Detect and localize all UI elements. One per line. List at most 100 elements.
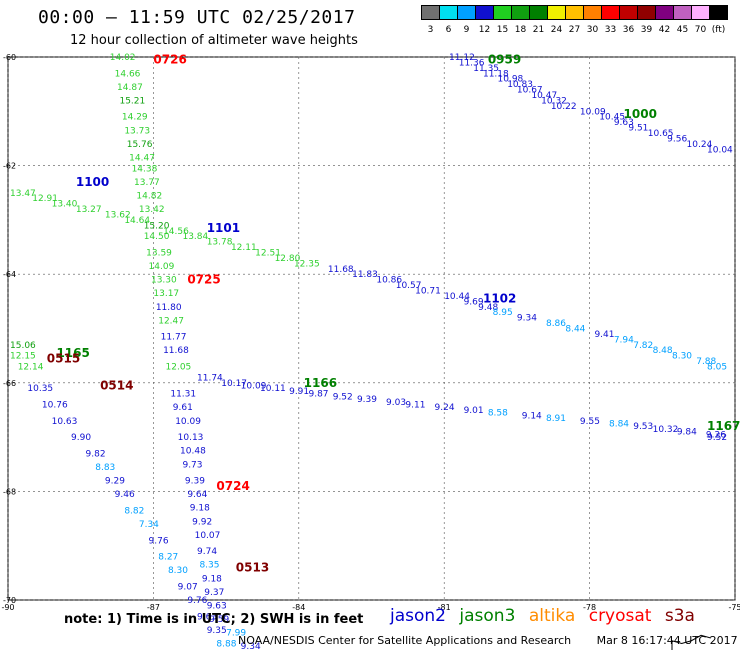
wave-height-value: 8.35 — [199, 561, 219, 571]
wave-height-value: 9.52 — [333, 392, 353, 402]
latitude-label: -70 — [3, 596, 16, 605]
wave-height-value: 10.76 — [42, 401, 68, 411]
colorbar-swatch — [673, 5, 692, 20]
colorbar-label: 12 — [479, 25, 490, 35]
wave-height-value: 10.45 — [599, 113, 625, 123]
track-time-label: 1101 — [207, 221, 240, 235]
wave-height-value: 9.18 — [190, 504, 210, 514]
units-note: note: 1) Time is in UTC; 2) SWH is in fe… — [64, 612, 364, 627]
wave-height-value: 9.76 — [149, 536, 169, 546]
wave-height-value: 14.29 — [122, 113, 148, 123]
wave-height-value: 9.53 — [633, 422, 653, 432]
track-time-label: 0959 — [488, 53, 521, 67]
legend-jason2: jason2 — [390, 606, 446, 626]
wave-height-value: 11.35 — [473, 64, 499, 74]
wave-height-value: 9.73 — [182, 460, 202, 470]
colorbar-swatch — [565, 5, 584, 20]
colorbar-label: 3 — [428, 25, 434, 35]
latitude-label: -60 — [3, 53, 16, 62]
wave-height-value: 9.35 — [207, 626, 227, 636]
colorbar-label: 42 — [659, 25, 670, 35]
wave-height-value: 11.36 — [459, 58, 485, 68]
wave-height-value: 9.01 — [464, 406, 484, 416]
colorbar-swatch — [619, 5, 638, 20]
wave-height-value: 9.14 — [522, 411, 542, 421]
wave-height-value: 10.63 — [52, 417, 78, 427]
wave-height-value: 9.29 — [105, 477, 125, 487]
colorbar-label: 36 — [623, 25, 635, 35]
wave-height-value: 9.74 — [197, 547, 217, 557]
wave-height-value: 9.56 — [667, 134, 687, 144]
wave-height-value: 15.76 — [127, 140, 153, 150]
wave-height-value: 14.50 — [144, 232, 170, 242]
wave-height-value: 14.38 — [132, 164, 158, 174]
wave-height-value: 9.48 — [478, 303, 498, 313]
track-time-label: 1000 — [624, 107, 657, 121]
wave-height-value: 9.24 — [435, 403, 455, 413]
legend-s3a: s3a — [664, 606, 695, 626]
wave-height-value: 8.30 — [168, 566, 188, 576]
colorbar-swatch — [547, 5, 566, 20]
wave-height-value: 14.82 — [136, 191, 162, 201]
legend-jason3: jason3 — [459, 606, 516, 626]
wave-height-value: 10.48 — [180, 447, 206, 457]
longitude-label: -75 — [728, 603, 740, 612]
colorbar-swatch — [583, 5, 602, 20]
wave-height-value: 12.51 — [255, 248, 281, 258]
wave-height-value: 9.90 — [71, 433, 91, 443]
wave-height-value: 9.46 — [115, 490, 135, 500]
wave-height-value: 10.04 — [707, 145, 733, 155]
wave-height-value: 14.02 — [110, 53, 136, 63]
wave-height-value: 10.67 — [517, 86, 543, 96]
longitude-label: -84 — [292, 603, 305, 612]
wave-height-value: 12.47 — [158, 316, 184, 326]
track-time-label: 1166 — [304, 376, 337, 390]
wave-height-value: 10.35 — [27, 384, 53, 394]
track-time-label: 1102 — [483, 292, 516, 306]
wave-height-value: 12.15 — [10, 352, 36, 362]
wave-height-value: 12.05 — [166, 363, 192, 373]
page-title: 00:00 – 11:59 UTC 02/25/2017 — [38, 7, 356, 28]
latitude-label: -68 — [3, 487, 16, 496]
colorbar-swatch — [457, 5, 476, 20]
wave-height-value: 9.55 — [580, 417, 600, 427]
colorbar-label: 27 — [569, 25, 580, 35]
wave-height-value: 12.80 — [275, 254, 301, 264]
wave-height-value: 15.20 — [144, 221, 170, 231]
track-time-label: 0726 — [153, 53, 186, 67]
wave-height-value: 9.34 — [517, 314, 537, 324]
colorbar-label: 30 — [587, 25, 599, 35]
wave-height-value: 10.32 — [653, 425, 679, 435]
wave-height-value: 9.84 — [677, 428, 697, 438]
wave-height-value: 10.47 — [531, 91, 557, 101]
wave-height-value: 10.32 — [541, 96, 567, 106]
colorbar-label: 24 — [551, 25, 563, 35]
wave-height-value: 9.82 — [86, 449, 106, 459]
wave-height-value: 13.73 — [124, 126, 150, 136]
page-subtitle: 12 hour collection of altimeter wave hei… — [70, 33, 358, 48]
wave-height-value: 14.56 — [163, 227, 189, 237]
wave-height-value: 8.30 — [672, 352, 692, 362]
colorbar-label: 45 — [677, 25, 688, 35]
longitude-label: -87 — [147, 603, 160, 612]
track-time-label: 0724 — [216, 479, 249, 493]
wave-height-value: 14.64 — [124, 216, 150, 226]
satellite-legend: jason2 jason3 altika cryosat s3a — [390, 606, 703, 626]
wave-height-value: 13.47 — [10, 189, 36, 199]
wave-height-value: 13.59 — [146, 248, 172, 258]
wave-height-value: 11.68 — [163, 346, 189, 356]
wave-height-value: 10.44 — [444, 292, 470, 302]
color-scale-legend: 3 6 9 12 15 18 21 24 27 30 33 36 39 42 45 70 (ft) — [421, 5, 728, 35]
track-time-label: 0515 — [47, 351, 80, 365]
wave-height-value: 9.11 — [405, 401, 425, 411]
wave-height-value: 8.48 — [653, 346, 673, 356]
wave-height-value: 11.31 — [170, 390, 196, 400]
wave-height-value: 7.82 — [633, 341, 653, 351]
wave-height-value: 13.30 — [151, 276, 177, 286]
colorbar-label: (ft) — [712, 25, 726, 35]
wave-height-value: 12.11 — [231, 243, 257, 253]
wave-height-value: 10.09 — [241, 382, 267, 392]
wave-height-value: 8.27 — [158, 553, 178, 563]
colorbar-label: 9 — [464, 25, 470, 35]
map-frame — [7, 56, 736, 601]
